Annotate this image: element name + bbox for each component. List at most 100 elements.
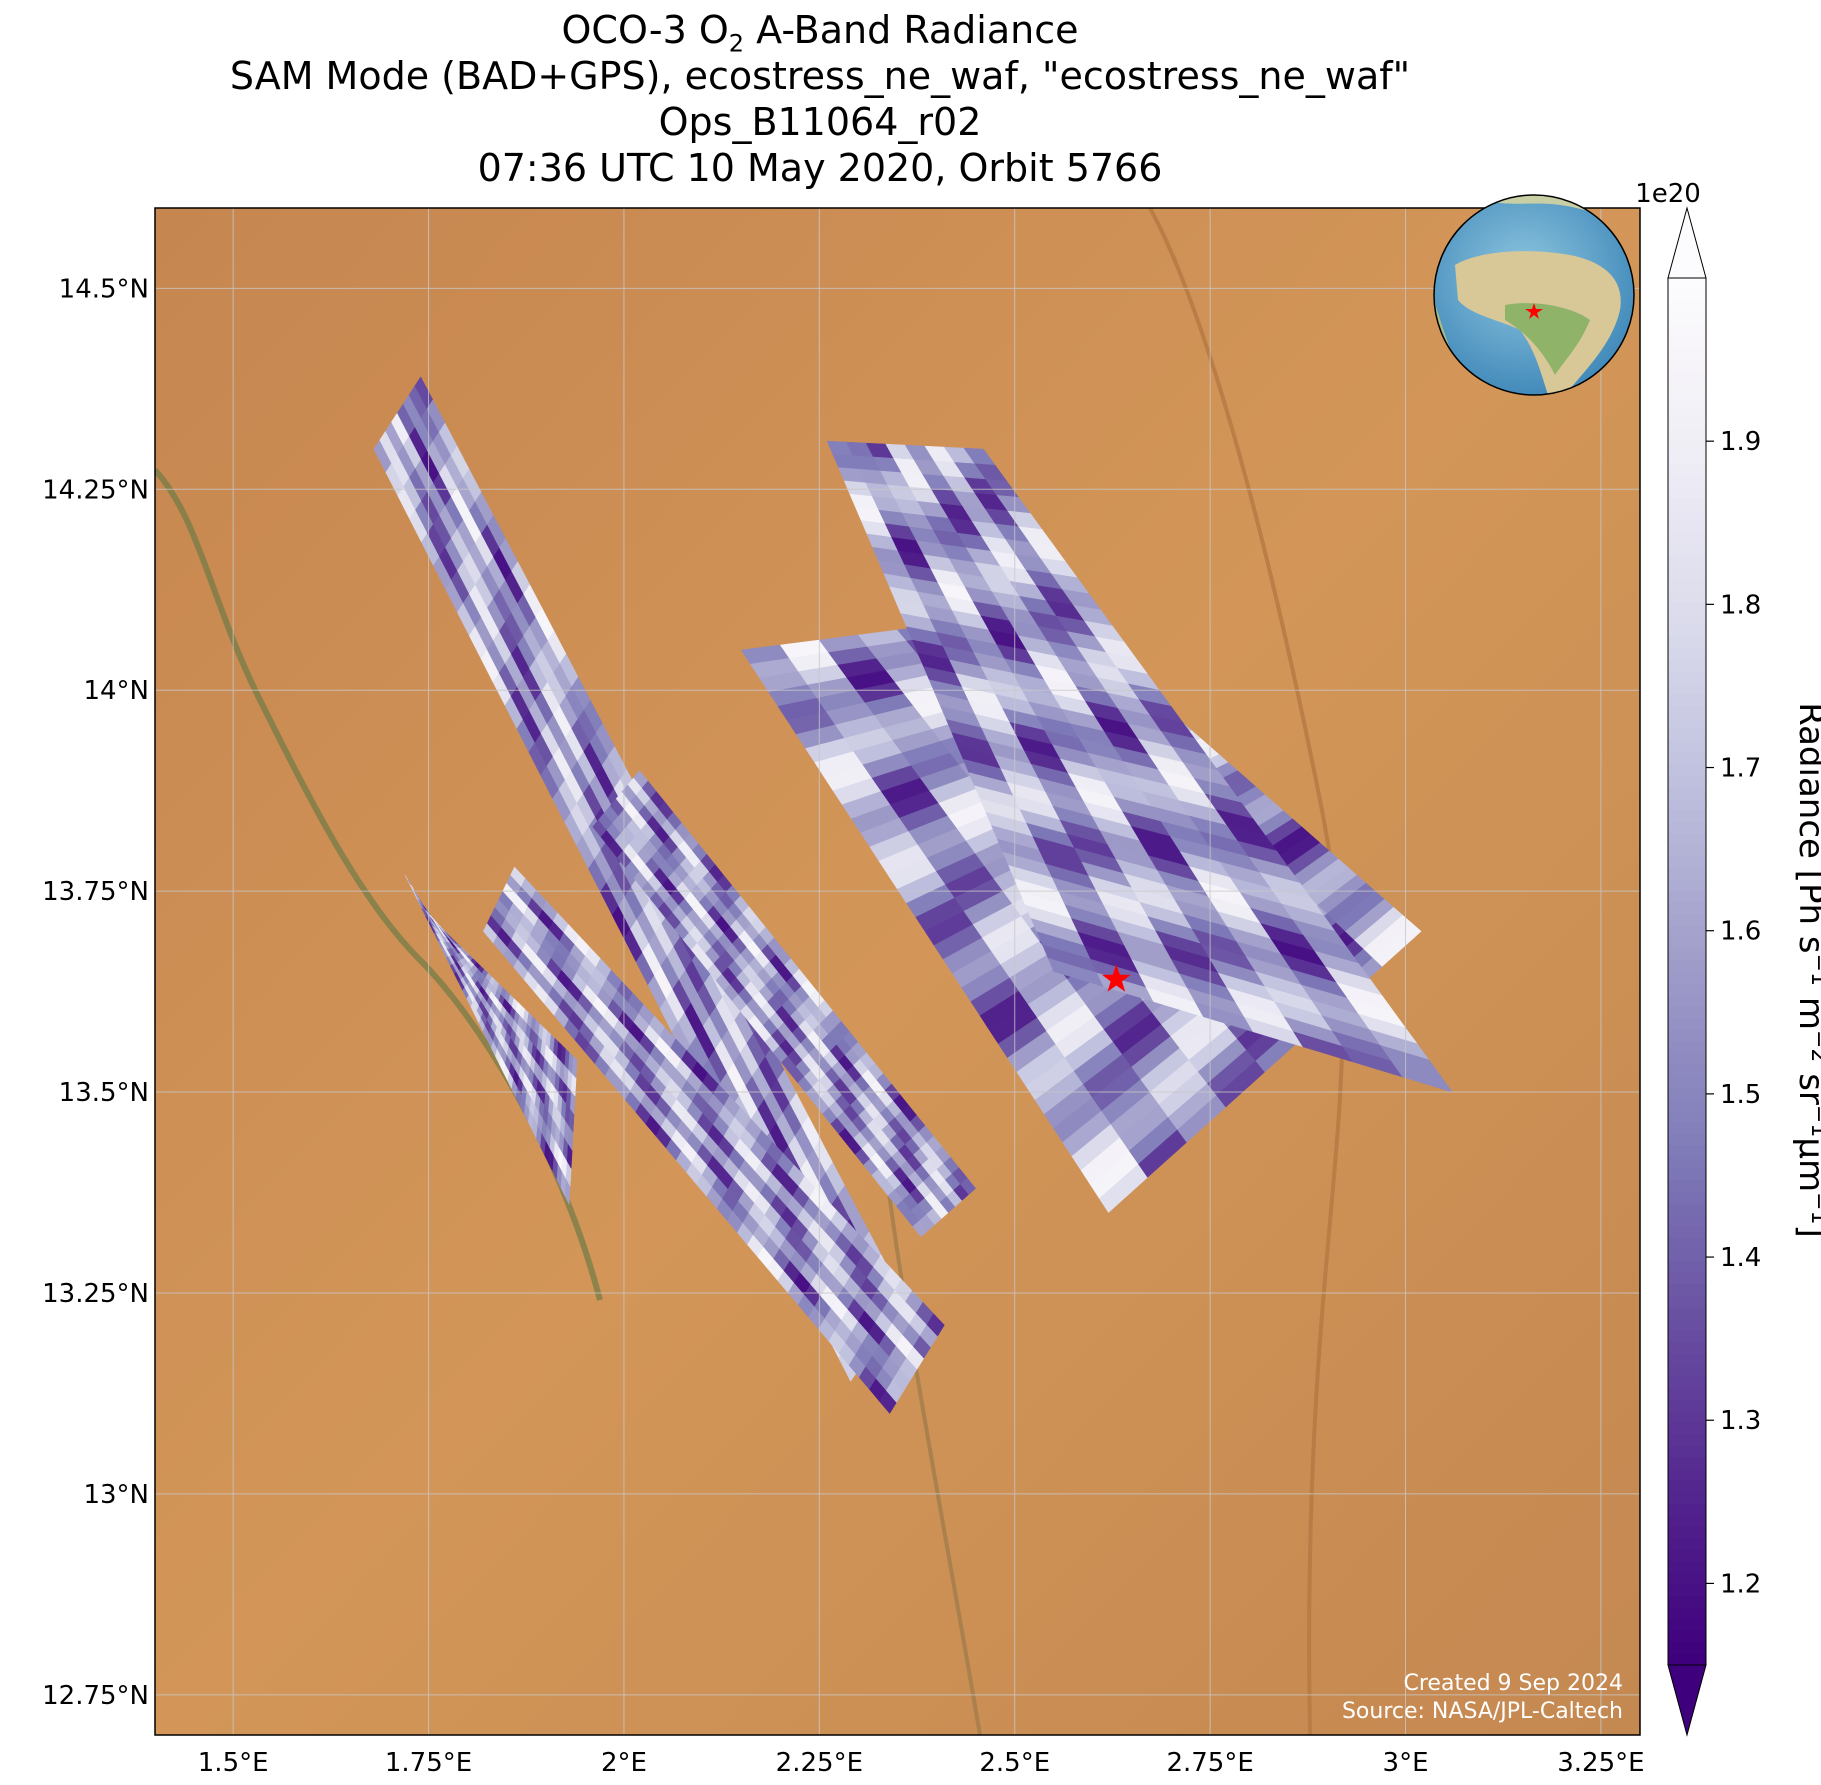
- lat-tick-label: 13.75°N: [42, 877, 149, 907]
- credit-source: Source: NASA/JPL-Caltech: [1342, 1699, 1623, 1724]
- colorbar-band: [1668, 555, 1706, 568]
- lon-tick-label: 2.5°E: [979, 1748, 1050, 1778]
- colorbar-band: [1668, 775, 1706, 788]
- colorbar-band: [1668, 1306, 1706, 1319]
- colorbar-band: [1668, 1549, 1706, 1562]
- colorbar-band: [1668, 1537, 1706, 1551]
- lon-tick-label: 1.75°E: [385, 1748, 472, 1778]
- colorbar-band: [1668, 1560, 1706, 1574]
- colorbar-band: [1668, 1295, 1706, 1308]
- lon-tick-label: 2.75°E: [1166, 1748, 1253, 1778]
- colorbar-band: [1668, 1087, 1706, 1100]
- colorbar-band: [1668, 890, 1706, 903]
- colorbar-band: [1668, 647, 1706, 661]
- colorbar-band: [1668, 1098, 1706, 1111]
- title-line-3: Ops_B11064_r02: [658, 100, 982, 144]
- colorbar-band: [1668, 474, 1706, 487]
- map-area[interactable]: Created 9 Sep 2024 Source: NASA/JPL-Calt…: [155, 208, 1640, 1735]
- colorbar-band: [1668, 1618, 1706, 1631]
- colorbar-band: [1668, 451, 1706, 464]
- map-frame: [154, 207, 1641, 1736]
- colorbar-tick-label: 1.6: [1720, 917, 1761, 947]
- marker-layer: [1102, 964, 1131, 992]
- colorbar-band: [1668, 1329, 1706, 1342]
- longitude-ticks: 1.5°E 1.75°E 2°E 2.25°E 2.5°E 2.75°E 3°E 3.25°E: [198, 1748, 1645, 1778]
- colorbar-band: [1668, 509, 1706, 522]
- colorbar-band: [1668, 705, 1706, 718]
- colorbar-band: [1668, 1641, 1706, 1655]
- colorbar-band: [1668, 717, 1706, 730]
- colorbar-band: [1668, 532, 1706, 545]
- lat-tick-label: 13°N: [83, 1480, 149, 1510]
- colorbar-tick-label: 1.9: [1720, 427, 1761, 457]
- colorbar-band: [1668, 821, 1706, 834]
- colorbar-band: [1668, 1040, 1706, 1054]
- lat-tick-label: 14.25°N: [42, 475, 149, 505]
- colorbar-band: [1668, 566, 1706, 580]
- colorbar-band: [1668, 983, 1706, 996]
- lat-tick-label: 13.25°N: [42, 1279, 149, 1309]
- colorbar-band: [1668, 439, 1706, 452]
- colorbar-band: [1668, 1075, 1706, 1088]
- colorbar-band: [1668, 416, 1706, 429]
- colorbar-band: [1668, 959, 1706, 973]
- colorbar-band: [1668, 358, 1706, 372]
- colorbar-band: [1668, 1214, 1706, 1227]
- colorbar-band: [1668, 1445, 1706, 1458]
- colorbar-band: [1668, 497, 1706, 510]
- colorbar-band: [1668, 1017, 1706, 1030]
- colorbar-band: [1668, 925, 1706, 938]
- colorbar-band: [1668, 1572, 1706, 1585]
- colorbar-band: [1668, 1237, 1706, 1250]
- swath-cell: [926, 1313, 945, 1337]
- colorbar-band: [1668, 1468, 1706, 1481]
- colorbar-band: [1668, 832, 1706, 845]
- swath-6: [826, 440, 1454, 1093]
- colorbar-band: [1668, 1029, 1706, 1042]
- colorbar-band: [1668, 1376, 1706, 1389]
- globe-target-star: [1525, 303, 1543, 319]
- title-text-a: OCO-3 O: [561, 8, 729, 52]
- colorbar-band: [1668, 1167, 1706, 1181]
- colorbar-band: [1668, 486, 1706, 499]
- colorbar-band: [1668, 405, 1706, 418]
- colorbar-tick-label: 1.3: [1720, 1406, 1761, 1436]
- colorbar-band: [1668, 624, 1706, 637]
- swath-4: [592, 770, 977, 1238]
- colorbar-band: [1668, 1653, 1706, 1666]
- lat-tick-label: 13.5°N: [59, 1078, 149, 1108]
- colorbar-multiplier: 1e20: [1635, 179, 1701, 209]
- colorbar-band: [1668, 1526, 1706, 1539]
- title-line-4: 07:36 UTC 10 May 2020, Orbit 5766: [477, 146, 1163, 190]
- colorbar-tick-label: 1.8: [1720, 590, 1761, 620]
- colorbar-band: [1668, 301, 1706, 314]
- colorbar-band: [1668, 1260, 1706, 1273]
- lon-tick-label: 3.25°E: [1557, 1748, 1644, 1778]
- colorbar-extend-bottom: [1667, 1664, 1707, 1737]
- colorbar-band: [1668, 1318, 1706, 1331]
- colorbar-band: [1668, 543, 1706, 556]
- colorbar-band: [1668, 590, 1706, 603]
- colorbar-bands: [1668, 278, 1706, 1666]
- colorbar-band: [1668, 1341, 1706, 1354]
- colorbar-band: [1668, 393, 1706, 406]
- colorbar-band: [1668, 1133, 1706, 1146]
- colorbar-band: [1668, 370, 1706, 383]
- colorbar-band: [1668, 855, 1706, 869]
- lon-tick-label: 2.25°E: [776, 1748, 863, 1778]
- colorbar-band: [1668, 1433, 1706, 1446]
- colorbar-band: [1668, 728, 1706, 741]
- colorbar-band: [1668, 278, 1706, 291]
- title-line-2: SAM Mode (BAD+GPS), ecostress_ne_waf, "e…: [229, 54, 1411, 98]
- colorbar-band: [1668, 763, 1706, 776]
- colorbar-band: [1668, 879, 1706, 892]
- colorbar-band: [1668, 1352, 1706, 1366]
- colorbar-band: [1668, 659, 1706, 672]
- colorbar-band: [1668, 1584, 1706, 1597]
- colorbar-band: [1668, 1491, 1706, 1504]
- title-line-1: OCO-3 O2 A-Band Radiance: [0, 8, 1640, 66]
- swath-2: [483, 866, 945, 1414]
- swath-layer: [373, 376, 1454, 1414]
- colorbar-band: [1668, 312, 1706, 325]
- colorbar-band: [1668, 1364, 1706, 1377]
